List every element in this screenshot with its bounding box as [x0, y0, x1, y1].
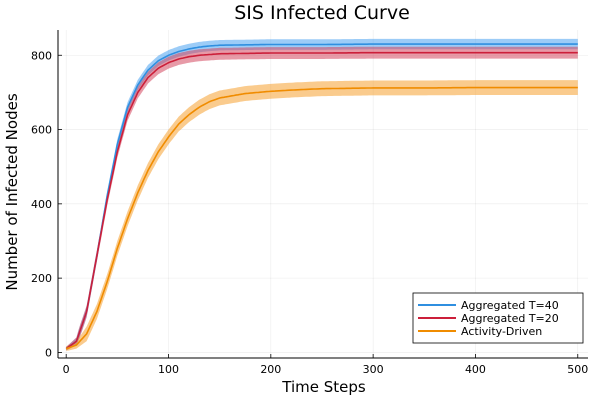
tick-labels: 0 100 200 300 400 500 0 200 400 600 800	[31, 49, 588, 376]
x-tick-label: 200	[260, 363, 281, 376]
x-tick-label: 100	[158, 363, 179, 376]
series-lines	[65, 43, 578, 350]
y-tick-label: 400	[31, 198, 52, 211]
series-line-1	[65, 43, 578, 350]
x-tick-label: 500	[567, 363, 588, 376]
legend-label-3: Activity-Driven	[461, 325, 542, 338]
x-axis-label: Time Steps	[281, 378, 366, 396]
series-line-2	[65, 51, 578, 350]
legend-label-1: Aggregated T=40	[461, 299, 559, 312]
axes	[57, 30, 588, 359]
x-tick-label: 300	[363, 363, 384, 376]
y-tick-label: 0	[45, 346, 52, 359]
series-line-3	[65, 86, 578, 350]
chart-title: SIS Infected Curve	[234, 2, 410, 24]
y-tick-label: 800	[31, 49, 52, 62]
x-tick-label: 400	[465, 363, 486, 376]
y-tick-label: 600	[31, 124, 52, 137]
y-tick-label: 200	[31, 272, 52, 285]
x-tick-label: 0	[63, 363, 70, 376]
legend-label-2: Aggregated T=20	[461, 312, 559, 325]
y-axis-label: Number of Infected Nodes	[3, 93, 21, 290]
